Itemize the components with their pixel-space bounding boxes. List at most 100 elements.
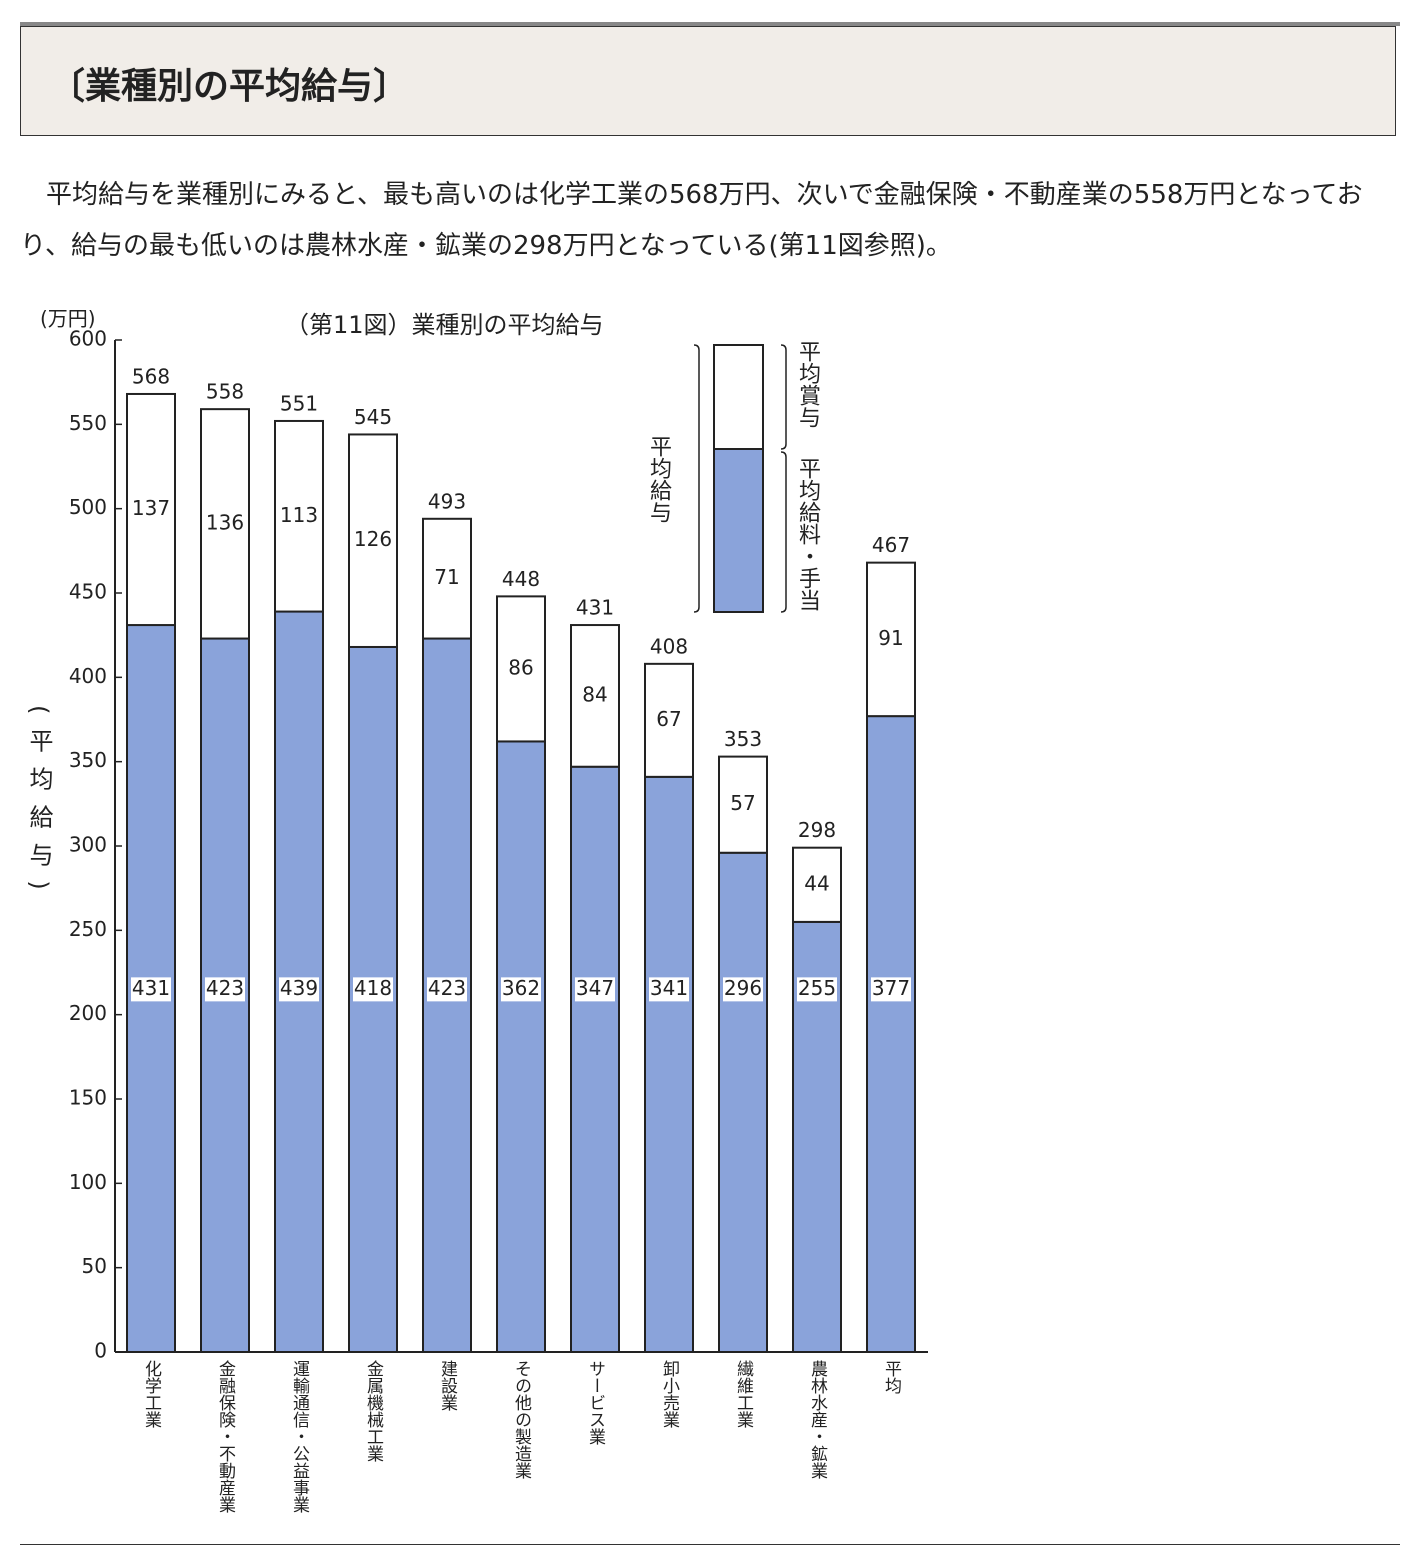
label-bg	[131, 977, 171, 1002]
value-label: 341	[650, 976, 688, 1000]
bar-segment	[644, 662, 694, 778]
bar-segment	[422, 517, 472, 640]
x-tick-label: 平均	[881, 1360, 902, 1395]
legend-swatch	[713, 448, 764, 613]
label-bg	[871, 977, 911, 1002]
section-title: 〔業種別の平均給与〕	[49, 66, 410, 107]
label-bg	[723, 977, 763, 1002]
bar-segment	[274, 419, 324, 613]
bar-segment	[718, 755, 768, 854]
bar-segment	[348, 433, 398, 648]
value-label: 423	[428, 976, 466, 1000]
bar-segment	[200, 408, 250, 640]
value-label: 126	[354, 527, 392, 551]
y-tick-label: 100	[69, 1170, 107, 1194]
x-tick-label: 農林水産・鉱業	[807, 1360, 828, 1479]
y-tick-label: 450	[69, 580, 107, 604]
legend-swatch	[713, 344, 764, 450]
value-label: 113	[280, 503, 318, 527]
value-label: 136	[206, 510, 244, 534]
total-label: 467	[872, 533, 910, 557]
y-tick-label: 300	[69, 833, 107, 857]
label-bg	[279, 977, 319, 1002]
y-tick-label: 50	[82, 1254, 107, 1278]
bar-segment	[570, 765, 620, 1353]
total-label: 298	[798, 818, 836, 842]
legend-bracket	[780, 451, 787, 613]
total-label: 493	[428, 489, 466, 513]
bar-segment	[126, 392, 176, 627]
paragraph: 平均給与を業種別にみると、最も高いのは化学工業の568万円、次いで金融保険・不動…	[20, 180, 1363, 261]
value-label: 296	[724, 976, 762, 1000]
x-tick-label: その他の製造業	[511, 1360, 532, 1479]
x-tick-label: 繊維工業	[733, 1360, 754, 1428]
value-label: 418	[354, 976, 392, 1000]
bar-segment	[718, 851, 768, 1353]
label-bg	[427, 977, 467, 1002]
total-label: 551	[280, 391, 318, 415]
value-label: 362	[502, 976, 540, 1000]
y-tick-label: 550	[69, 411, 107, 435]
total-label: 353	[724, 727, 762, 751]
value-label: 431	[132, 976, 170, 1000]
x-tick-label: 金属機械工業	[363, 1360, 384, 1462]
value-label: 255	[798, 976, 836, 1000]
y-tick-label: 400	[69, 664, 107, 688]
value-label: 67	[656, 707, 681, 731]
bar-segment	[496, 595, 546, 743]
x-tick-label: 運輸通信・公益事業	[289, 1360, 310, 1513]
total-label: 448	[502, 567, 540, 591]
y-tick-label: 600	[69, 327, 107, 351]
x-tick-label: 金融保険・不動産業	[215, 1360, 236, 1513]
value-label: 439	[280, 976, 318, 1000]
bar-segment	[866, 715, 916, 1354]
value-label: 377	[872, 976, 910, 1000]
legend-bracket	[693, 344, 700, 613]
value-label: 86	[508, 655, 533, 679]
value-label: 137	[132, 496, 170, 520]
bottom-rule	[20, 1544, 1400, 1545]
x-tick-label: サービス業	[585, 1360, 606, 1445]
x-tick-label: 化学工業	[141, 1360, 162, 1428]
label-bg	[649, 977, 689, 1002]
bar-segment	[644, 775, 694, 1353]
total-label: 545	[354, 405, 392, 429]
top-rule	[20, 22, 1400, 26]
unit-label: (万円)	[40, 307, 96, 331]
value-label: 423	[206, 976, 244, 1000]
y-tick-label: 350	[69, 748, 107, 772]
legend-bracket	[780, 344, 787, 450]
value-label: 347	[576, 976, 614, 1000]
legend-total-label: 平均給与	[646, 435, 672, 523]
value-label: 84	[582, 682, 607, 706]
y-tick-label: 200	[69, 1001, 107, 1025]
chart-title: （第11図）業種別の平均給与	[285, 311, 604, 339]
x-tick-label: 卸小売業	[659, 1360, 680, 1428]
bar-segment	[866, 561, 916, 718]
y-axis-label: (平均給与)	[25, 705, 53, 904]
chart: (万円) （第11図）業種別の平均給与 (平均給与) 平均給与 0 50 100 15…	[25, 307, 928, 1513]
bar-segment	[792, 846, 842, 923]
value-label: 91	[878, 626, 903, 650]
y-tick-label: 150	[69, 1086, 107, 1110]
total-label: 408	[650, 634, 688, 658]
y-tick-label: 0	[94, 1339, 107, 1363]
section-header: 〔業種別の平均給与〕	[20, 26, 1396, 136]
value-label: 44	[804, 871, 829, 895]
bar-segment	[496, 740, 546, 1353]
label-bg	[575, 977, 615, 1002]
label-bg	[353, 977, 393, 1002]
total-label: 558	[206, 380, 244, 404]
value-label: 71	[434, 565, 459, 589]
total-label: 568	[132, 364, 170, 388]
y-tick-label: 500	[69, 495, 107, 519]
x-tick-label: 建設業	[437, 1360, 458, 1411]
y-tick-label: 250	[69, 917, 107, 941]
total-label: 431	[576, 596, 614, 620]
value-label: 57	[730, 791, 755, 815]
legend-label: 平均給料・手当	[795, 457, 821, 611]
bar-segment	[570, 624, 620, 768]
label-bg	[501, 977, 541, 1002]
label-bg	[797, 977, 837, 1002]
